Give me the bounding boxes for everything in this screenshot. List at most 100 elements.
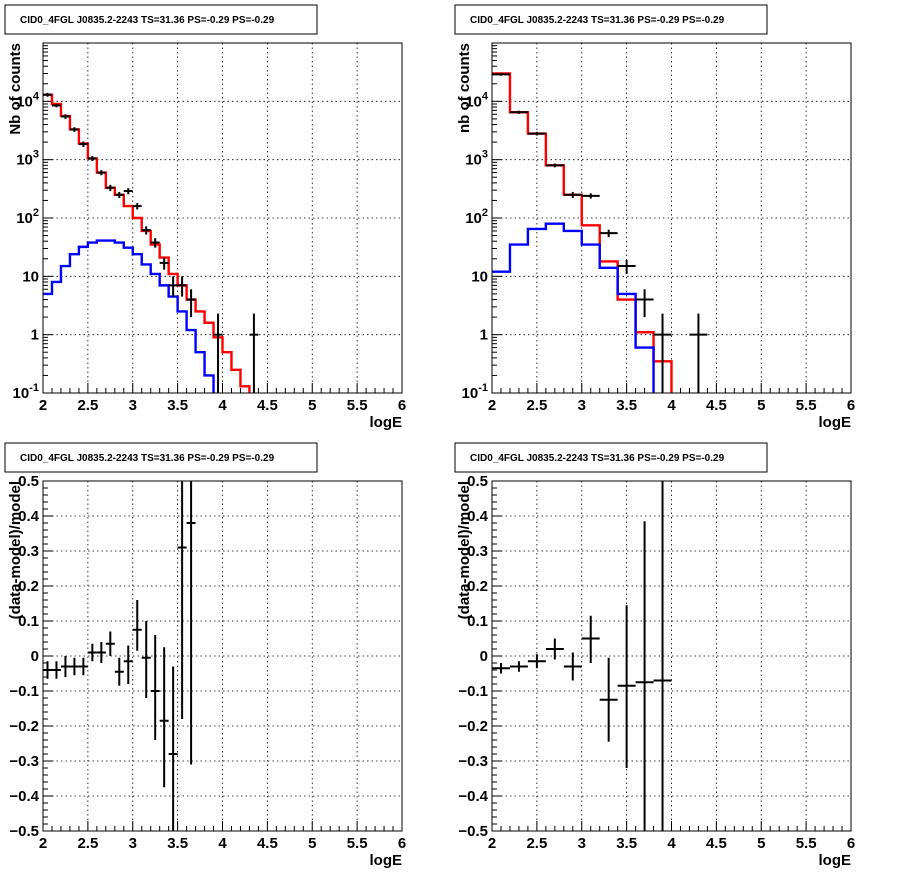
residual-point xyxy=(96,642,106,663)
data-point xyxy=(249,313,259,393)
y-tick-label: 0.5 xyxy=(18,473,39,490)
data-point xyxy=(635,289,654,318)
residual-point xyxy=(159,647,169,788)
title-box xyxy=(454,442,768,473)
y-tick-label: −0.4 xyxy=(9,788,39,805)
residual-point xyxy=(168,666,178,831)
y-tick-exponent: 2 xyxy=(33,207,39,219)
x-tick-label: 4 xyxy=(667,835,676,852)
x-tick-label: 3.5 xyxy=(167,397,188,414)
residual-point xyxy=(509,661,528,672)
plot-area xyxy=(492,481,672,831)
y-tick-label: −0.3 xyxy=(9,753,39,770)
title-box xyxy=(4,4,318,35)
y-axis-title: (data-model)/model xyxy=(456,481,473,619)
x-tick-label: 6 xyxy=(847,835,855,852)
data-point xyxy=(653,313,672,393)
x-tick-label: 5 xyxy=(757,397,765,414)
x-axis-title: logE xyxy=(370,414,403,431)
y-tick-label: 10 xyxy=(22,268,39,285)
x-tick-label: 2.5 xyxy=(77,835,98,852)
y-tick-base: 10 xyxy=(16,93,33,110)
x-tick-label: 4 xyxy=(667,397,676,414)
residual-point xyxy=(635,521,654,831)
data-point xyxy=(492,73,510,76)
y-tick-label: −0.3 xyxy=(458,753,488,770)
plot-area xyxy=(492,72,708,393)
plot-frame xyxy=(491,480,852,832)
source-model-histogram xyxy=(43,239,215,393)
data-point xyxy=(177,276,187,297)
residual-point xyxy=(114,657,124,686)
x-tick-label: 5 xyxy=(308,397,316,414)
x-axis-title: logE xyxy=(819,414,852,431)
x-tick-label: 3.5 xyxy=(167,835,188,852)
data-point xyxy=(159,257,169,270)
x-axis-title: logE xyxy=(370,852,403,869)
data-point xyxy=(78,141,88,147)
y-tick-base: 10 xyxy=(462,385,479,402)
x-axis-title: logE xyxy=(819,852,852,869)
data-point xyxy=(527,131,546,136)
data-point xyxy=(141,226,151,235)
y-tick-label: 103 xyxy=(16,149,39,169)
residual-point xyxy=(653,481,672,831)
x-tick-label: 3.5 xyxy=(616,397,637,414)
y-tick-label: 0.5 xyxy=(467,473,488,490)
chart-title: CID0_4FGL J0835.2-2243 TS=31.36 PS=-0.29… xyxy=(470,15,725,26)
y-tick-exponent: 2 xyxy=(482,207,488,219)
x-tick-label: 3 xyxy=(129,397,137,414)
residual-point xyxy=(492,663,510,674)
x-tick-label: 6 xyxy=(398,835,406,852)
y-tick-label: −0.5 xyxy=(458,823,488,840)
x-tick-label: 4 xyxy=(218,397,227,414)
data-point xyxy=(509,110,528,114)
y-tick-label: 0.4 xyxy=(18,508,40,525)
y-tick-label: 103 xyxy=(465,149,488,169)
residual-point xyxy=(51,661,61,679)
residual-point xyxy=(563,652,582,681)
x-tick-label: 3 xyxy=(578,835,586,852)
panel-1: 2 2.5 3 3.5 4 4.5 5 5.5 610-1110102103104logENb … xyxy=(4,4,406,431)
model-total-histogram xyxy=(43,93,251,393)
data-point xyxy=(689,313,708,393)
residual-point xyxy=(43,661,52,679)
residual-point xyxy=(87,643,97,662)
y-tick-label: 0 xyxy=(480,648,488,665)
data-point xyxy=(581,193,600,199)
data-point xyxy=(150,238,160,248)
x-tick-label: 3 xyxy=(578,397,586,414)
residual-point xyxy=(141,621,151,698)
data-point xyxy=(168,276,178,297)
y-tick-label: 104 xyxy=(465,90,489,110)
plot-frame xyxy=(42,42,403,394)
x-tick-label: 4.5 xyxy=(706,835,727,852)
y-tick-label: −0.1 xyxy=(458,683,488,700)
x-tick-label: 5 xyxy=(308,835,316,852)
title-box xyxy=(454,4,768,35)
y-tick-label: 1 xyxy=(480,327,488,344)
data-point xyxy=(213,313,223,393)
x-tick-label: 3 xyxy=(129,835,137,852)
plot-frame xyxy=(42,480,403,832)
y-tick-base: 10 xyxy=(16,152,33,169)
y-tick-label: −0.5 xyxy=(9,823,39,840)
data-point xyxy=(599,229,618,238)
data-point xyxy=(114,191,124,199)
data-point xyxy=(51,103,61,108)
x-tick-label: 5.5 xyxy=(347,397,368,414)
plot-area xyxy=(43,92,259,393)
y-tick-label: 104 xyxy=(16,90,40,110)
x-tick-label: 3.5 xyxy=(616,835,637,852)
y-tick-exponent: 3 xyxy=(33,149,39,161)
x-tick-label: 2 xyxy=(488,835,496,852)
y-tick-exponent: 3 xyxy=(482,149,488,161)
x-tick-label: 5 xyxy=(757,835,765,852)
y-tick-label: 1 xyxy=(31,327,39,344)
x-tick-label: 4 xyxy=(218,835,227,852)
y-tick-label: 10 xyxy=(471,268,488,285)
data-point xyxy=(617,260,636,274)
x-tick-label: 2 xyxy=(488,397,496,414)
residual-point xyxy=(545,638,564,660)
